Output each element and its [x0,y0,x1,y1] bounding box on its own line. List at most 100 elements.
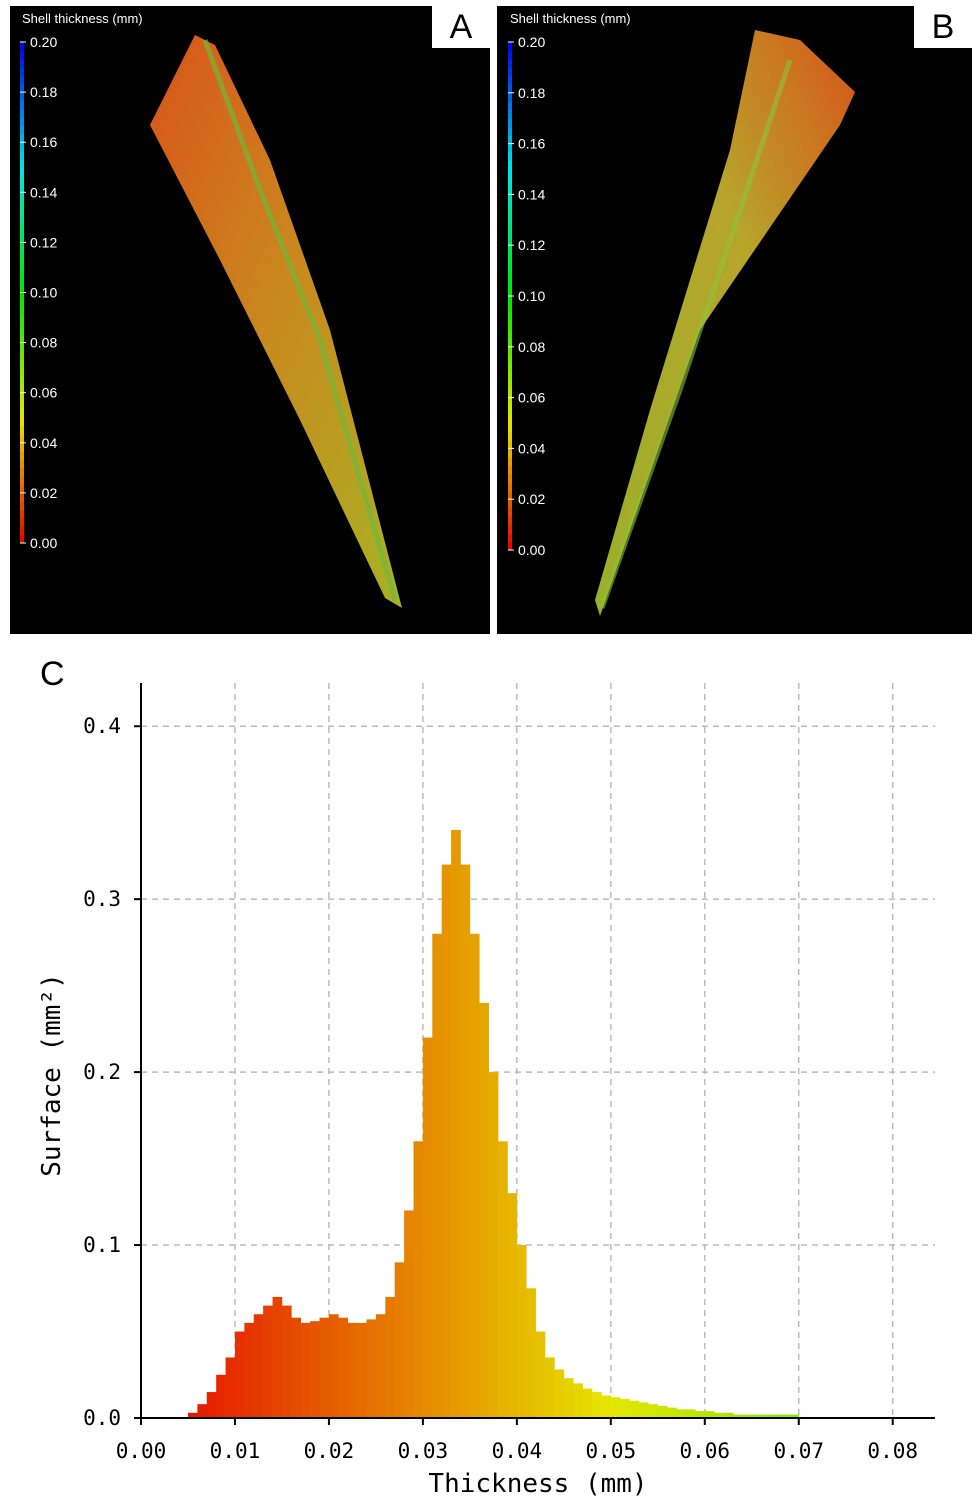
colorbar-segment [508,312,512,322]
bar [272,1296,283,1418]
colorbar-segment [508,304,512,314]
colorbar-segment [508,507,512,517]
colorbar-tick-label: 0.12 [518,237,545,253]
x-tick-label: 0.02 [304,1439,355,1463]
colorbar-segment [508,482,512,492]
y-tick-label: 0.3 [83,887,121,911]
colorbar-segment [20,200,24,210]
colorbar-segment [20,242,24,252]
colorbar-segment [20,426,24,435]
colorbar-segment [20,158,24,168]
colorbar-tick-label: 0.06 [518,390,545,406]
shell-b-ridge [599,59,793,609]
colorbar-tick-label: 0.00 [518,542,545,558]
colorbar-segment [508,355,512,365]
colorbar-segment [508,67,512,77]
bar [592,1392,602,1418]
x-tick-label: 0.06 [679,1439,730,1463]
colorbar-segment [20,250,24,260]
colorbar-segment [20,267,24,277]
colorbar-tick-label: 0.18 [518,85,545,101]
colorbar-tick-label: 0.00 [30,535,57,551]
y-tick-label: 0.2 [83,1060,121,1084]
colorbar-segment [508,194,512,204]
colorbar-tick-label: 0.18 [30,84,57,100]
panel-label: C [40,655,65,693]
colorbar-segment [20,334,24,344]
colorbar-segment [20,467,24,477]
bar [526,1288,536,1418]
colorbar-segment [20,359,24,369]
colorbar-title: Shell thickness (mm) [22,11,143,26]
colorbar-segment [508,414,512,424]
x-tick-label: 0.08 [867,1439,918,1463]
colorbar-tick-label: 0.04 [30,435,57,451]
colorbar-segment [20,376,24,385]
panel-label: B [932,8,955,46]
colorbar-segment [20,100,24,110]
bar [404,1210,414,1418]
shell-b [595,30,855,616]
colorbar-segment [20,409,24,419]
colorbar-segment [20,325,24,335]
colorbar-tick-label: 0.02 [518,491,545,507]
colorbar-segment [508,431,512,441]
x-tick-label: 0.03 [398,1439,449,1463]
colorbar-segment [508,397,512,407]
colorbar-segment [508,499,512,509]
colorbar-segment [508,58,512,68]
colorbar-segment [508,118,512,128]
bar [413,1141,424,1418]
x-tick-label: 0.05 [586,1439,637,1463]
bar [723,1412,734,1418]
bar [234,1331,245,1418]
x-tick-label: 0.04 [492,1439,543,1463]
colorbar-tick-label: 0.12 [30,234,57,250]
x-axis-title: Thickness (mm) [428,1469,647,1498]
colorbar-segment [508,296,512,305]
colorbar-segment [508,516,512,526]
bar [281,1305,292,1418]
colorbar-segment [20,83,24,93]
colorbar-segment [508,202,512,212]
colorbar-segment [20,58,24,68]
colorbar-segment [20,309,24,319]
bar [291,1317,302,1418]
bar [789,1414,800,1418]
shell-a-ridge [202,39,398,601]
bar [742,1414,753,1418]
colorbar-segment [508,448,512,458]
colorbar-tick-label: 0.10 [30,285,57,301]
colorbar-segment [20,133,24,143]
colorbar-segment [508,185,512,195]
colorbar-segment [20,67,24,76]
colorbar-segment [508,490,512,500]
bar [469,933,480,1418]
colorbar-tick-label: 0.14 [30,184,57,200]
colorbar-segment [508,152,512,162]
bar [610,1397,621,1418]
colorbar-segment [508,126,512,136]
bar [732,1414,743,1418]
colorbar-segment [508,363,512,373]
colorbar-segment [20,108,24,118]
bar [225,1357,236,1418]
bar [761,1414,771,1418]
bar [779,1414,790,1418]
bar [385,1296,396,1418]
colorbar-segment [508,219,512,229]
colorbar-segment [20,150,24,160]
colorbar-segment [20,175,24,185]
colorbar-tick-label: 0.08 [30,335,57,351]
colorbar-segment [20,117,24,126]
x-tick-label: 0.07 [773,1439,824,1463]
bar [573,1383,583,1418]
bar [338,1317,349,1418]
bar [187,1412,198,1418]
colorbar-segment [508,279,512,289]
bar [516,1245,527,1418]
bar [639,1402,649,1418]
colorbar-segment [20,509,24,519]
